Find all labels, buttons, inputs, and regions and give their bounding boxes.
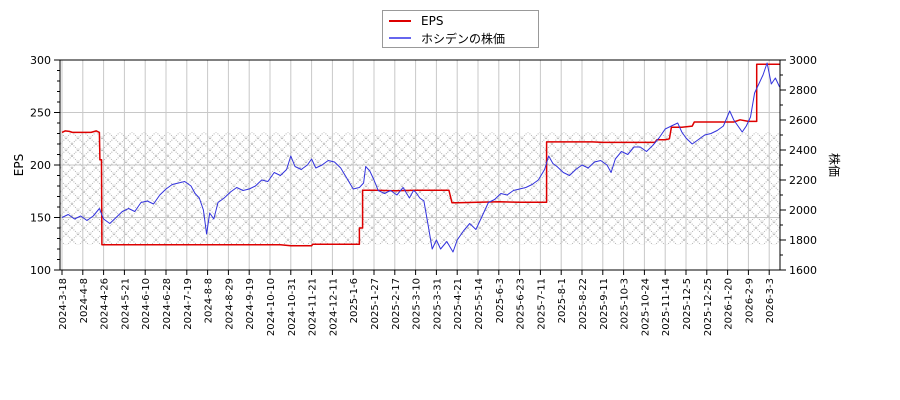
x-tick: 2024-5-21 bbox=[120, 278, 131, 330]
y-tick-right: 2800 bbox=[789, 84, 817, 97]
y-tick-left: 300 bbox=[30, 54, 51, 67]
x-tick: 2025-11-14 bbox=[661, 278, 672, 336]
gridlines bbox=[60, 59, 780, 271]
x-tick: 2025-1-6 bbox=[349, 278, 360, 323]
x-tick: 2024-7-19 bbox=[183, 278, 194, 330]
x-tick: 2025-9-11 bbox=[599, 278, 610, 330]
x-tick: 2025-12-25 bbox=[703, 278, 714, 336]
y-axis-right: 1600 1800 2000 2200 2400 2600 2800 3000 bbox=[780, 54, 817, 277]
legend-swatch-stock-price bbox=[389, 37, 411, 39]
eps-line bbox=[61, 63, 780, 247]
legend-label-eps: EPS bbox=[421, 14, 444, 28]
x-axis: 2024-3-18 2024-4-8 2024-4-26 2024-5-21 2024-… bbox=[58, 270, 776, 336]
x-tick: 2024-8-8 bbox=[204, 278, 215, 323]
x-tick: 2024-3-18 bbox=[58, 278, 69, 330]
legend: EPS ホシデンの株価 bbox=[382, 10, 539, 48]
y-axis-left: 100 150 200 250 300 bbox=[30, 54, 60, 277]
x-tick: 2025-6-23 bbox=[516, 278, 527, 330]
y-axis-right-title: 株価 bbox=[827, 153, 842, 177]
x-tick: 2024-9-19 bbox=[245, 278, 256, 330]
x-tick: 2024-8-29 bbox=[224, 278, 235, 330]
stock-price-line bbox=[61, 62, 780, 253]
x-tick: 2024-6-10 bbox=[141, 278, 152, 330]
x-tick: 2024-6-28 bbox=[162, 278, 173, 330]
x-tick: 2026-2-9 bbox=[744, 278, 755, 323]
x-tick: 2026-1-20 bbox=[724, 278, 735, 330]
x-tick: 2025-8-22 bbox=[578, 278, 589, 330]
y-tick-right: 2200 bbox=[789, 174, 817, 187]
x-tick: 2025-3-31 bbox=[432, 278, 443, 330]
legend-item-stock-price: ホシデンの株価 bbox=[389, 30, 505, 46]
legend-item-eps: EPS bbox=[389, 13, 443, 29]
x-tick: 2025-10-24 bbox=[640, 278, 651, 336]
y-tick-left: 200 bbox=[30, 159, 51, 172]
legend-label-stock-price: ホシデンの株価 bbox=[421, 31, 506, 46]
x-tick: 2025-7-11 bbox=[536, 278, 547, 330]
y-tick-left: 100 bbox=[30, 264, 51, 277]
x-tick: 2025-5-14 bbox=[474, 278, 485, 330]
y-tick-left: 150 bbox=[30, 212, 51, 225]
x-tick: 2025-10-3 bbox=[620, 278, 631, 330]
x-tick: 2024-11-21 bbox=[308, 278, 319, 336]
y-tick-right: 2600 bbox=[789, 114, 817, 127]
x-tick: 2025-3-10 bbox=[412, 278, 423, 330]
legend-swatch-eps bbox=[389, 20, 411, 22]
x-tick: 2024-10-31 bbox=[287, 278, 298, 336]
x-tick: 2024-4-8 bbox=[79, 278, 90, 323]
x-tick: 2024-10-10 bbox=[266, 278, 277, 336]
x-tick: 2025-2-17 bbox=[391, 278, 402, 330]
y-tick-right: 3000 bbox=[789, 54, 817, 67]
x-tick: 2025-12-5 bbox=[682, 278, 693, 330]
y-tick-right: 1800 bbox=[789, 234, 817, 247]
y-axis-left-title: EPS bbox=[12, 154, 26, 176]
series-layer bbox=[61, 62, 780, 253]
x-tick: 2024-12-11 bbox=[328, 278, 339, 336]
hatched-band bbox=[60, 132, 780, 245]
y-tick-right: 1600 bbox=[789, 264, 817, 277]
y-tick-right: 2000 bbox=[789, 204, 817, 217]
x-tick: 2025-1-27 bbox=[370, 278, 381, 330]
y-tick-left: 250 bbox=[30, 107, 51, 120]
x-tick: 2025-6-3 bbox=[495, 278, 506, 323]
x-tick: 2025-8-1 bbox=[557, 278, 568, 323]
y-tick-right: 2400 bbox=[789, 144, 817, 157]
x-tick: 2024-4-26 bbox=[100, 278, 111, 330]
x-tick: 2026-3-3 bbox=[765, 278, 776, 323]
x-tick: 2025-4-21 bbox=[453, 278, 464, 330]
